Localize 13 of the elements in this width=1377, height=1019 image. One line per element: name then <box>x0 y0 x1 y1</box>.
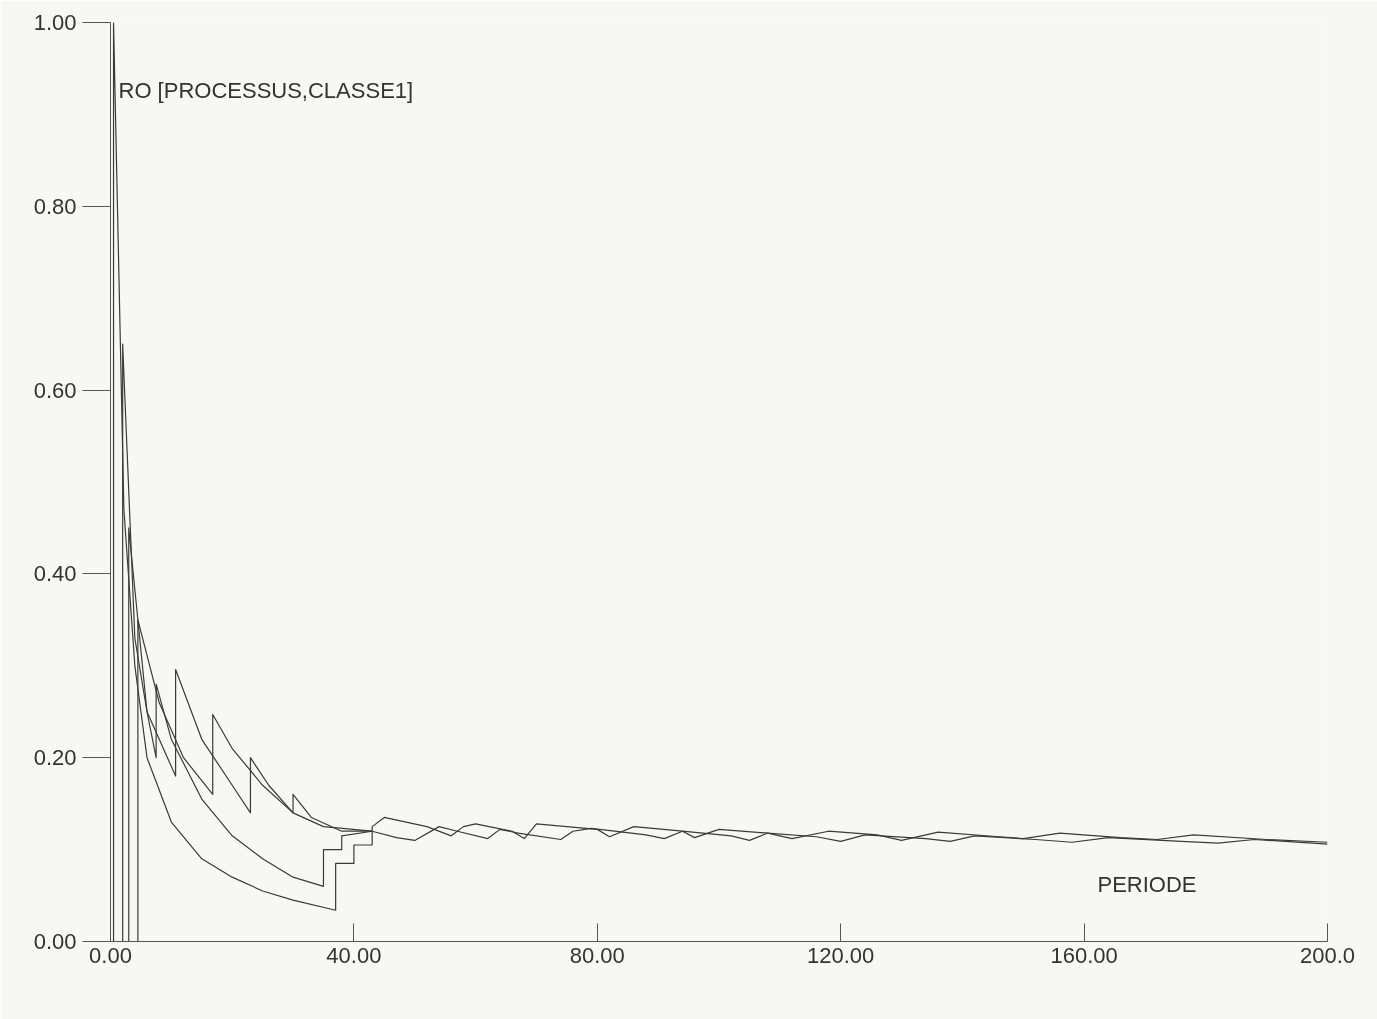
y-axis-title: RO [PROCESSUS,CLASSE1] <box>118 77 414 103</box>
x-tick-label: 0.00 <box>89 942 132 968</box>
x-axis-title: PERIODE <box>1097 871 1197 897</box>
y-tick-label: 0.80 <box>33 193 77 219</box>
y-tick-label: 0.60 <box>33 377 77 403</box>
x-tick-label: 120.00 <box>807 942 875 968</box>
x-tick-label: 200.0 <box>1299 942 1356 968</box>
y-tick-label: 0.40 <box>33 561 77 587</box>
x-tick-label: 80.00 <box>569 942 625 968</box>
y-tick-label: 1.00 <box>33 10 77 35</box>
x-tick-label: 160.00 <box>1050 942 1118 968</box>
y-tick-label: 0.20 <box>33 745 77 771</box>
x-tick-label: 40.00 <box>326 942 382 968</box>
